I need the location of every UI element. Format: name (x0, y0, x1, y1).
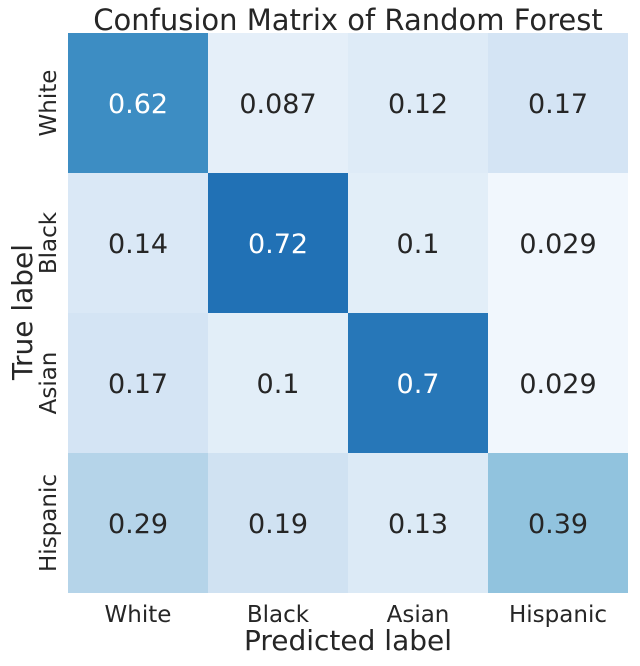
heatmap-cell-label: 0.1 (397, 229, 440, 260)
heatmap-cell (68, 313, 208, 453)
heatmap-cell (68, 173, 208, 313)
heatmap-cell-label: 0.029 (519, 229, 596, 260)
x-tick-label: Black (247, 602, 310, 628)
heatmap-cell (488, 453, 628, 593)
heatmap-cell (488, 173, 628, 313)
heatmap-cell-label: 0.62 (108, 89, 168, 120)
y-tick-label: Black (36, 211, 62, 274)
heatmap-cells (68, 33, 628, 593)
heatmap-cell-label: 0.7 (397, 369, 440, 400)
heatmap-cell (488, 313, 628, 453)
heatmap-cell-label: 0.029 (519, 369, 596, 400)
heatmap-cell-label: 0.087 (239, 89, 316, 120)
heatmap-cell-label: 0.13 (388, 509, 448, 540)
chart-title: Confusion Matrix of Random Forest (93, 3, 602, 37)
heatmap-cell-label: 0.39 (528, 509, 588, 540)
heatmap-cell (68, 33, 208, 173)
x-tick-label: Asian (387, 602, 450, 628)
heatmap-cell (208, 33, 348, 173)
heatmap-cell (208, 173, 348, 313)
y-tick-label: White (36, 70, 62, 137)
heatmap-cell-label: 0.14 (108, 229, 168, 260)
heatmap-cell (208, 453, 348, 593)
heatmap-cell-label: 0.72 (248, 229, 308, 260)
y-axis-label: True label (6, 244, 39, 381)
x-tick-label: White (105, 602, 172, 628)
x-tick-label: Hispanic (509, 602, 607, 628)
heatmap-cell (348, 33, 488, 173)
heatmap-cell-label: 0.29 (108, 509, 168, 540)
y-tick-label: Asian (36, 352, 62, 415)
heatmap-cell (68, 453, 208, 593)
y-tick-labels: White Black Asian Hispanic (36, 70, 62, 572)
y-tick-label: Hispanic (36, 474, 62, 572)
heatmap-cell (348, 173, 488, 313)
heatmap-cell (208, 313, 348, 453)
heatmap-cell-label: 0.17 (108, 369, 168, 400)
heatmap-cell (348, 453, 488, 593)
x-axis-label: Predicted label (244, 624, 452, 657)
heatmap-cell-label: 0.19 (248, 509, 308, 540)
heatmap-cell-labels: 0.62 0.087 0.12 0.17 0.14 0.72 0.1 0.029 0.17 0.1… (108, 89, 597, 540)
x-tick-labels: White Black Asian Hispanic (105, 602, 607, 628)
heatmap-cell-label: 0.1 (257, 369, 300, 400)
heatmap-cell (488, 33, 628, 173)
heatmap-cell-label: 0.17 (528, 89, 588, 120)
heatmap-cell (348, 313, 488, 453)
heatmap-cell-label: 0.12 (388, 89, 448, 120)
